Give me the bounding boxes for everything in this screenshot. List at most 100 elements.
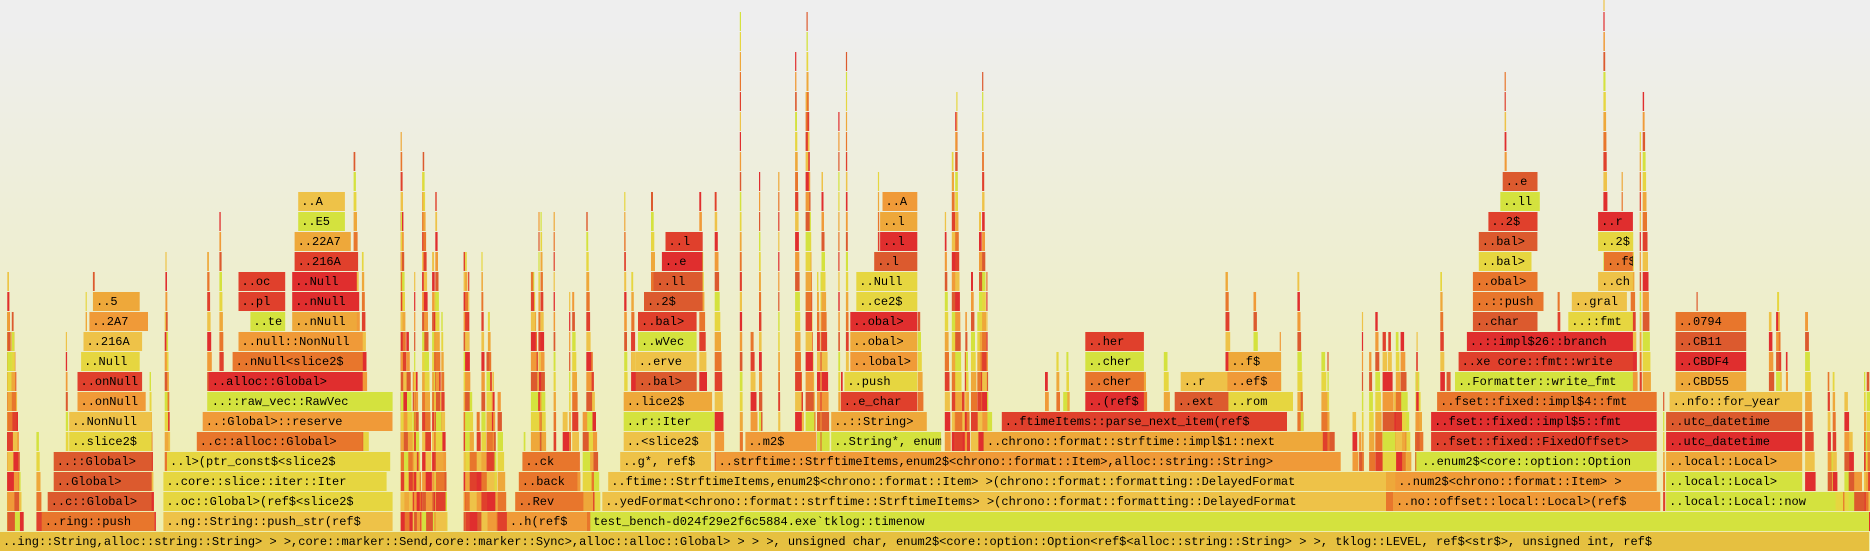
frame[interactable]: ..onNull [77,372,143,391]
frame-box[interactable] [1395,472,1657,491]
frame[interactable]: ..2$ [1598,232,1633,251]
frame[interactable]: ..utc_datetime [1666,432,1803,451]
frame[interactable]: ..::impl$26::branch [1466,332,1633,351]
frame[interactable]: ..Formatter::write_fmt [1455,372,1633,391]
frame-box[interactable] [1675,352,1747,371]
frame[interactable]: ..rom [1228,392,1293,411]
frame[interactable]: ..CB11 [1675,332,1747,351]
frame-box[interactable] [844,372,918,391]
frame-box[interactable] [1228,392,1293,411]
frame-box[interactable] [41,512,155,531]
frame[interactable]: ..ll [1500,192,1540,211]
frame[interactable]: ..wVec [638,332,697,351]
frame-box[interactable] [515,492,584,511]
frame[interactable]: ..Null [856,272,918,291]
frame[interactable]: ..num2$<chrono::format::Item> > [1395,472,1657,491]
frame-box[interactable] [292,272,357,291]
frame[interactable]: ..local::Local> [1666,472,1803,491]
frame[interactable]: ..xe core::fmt::write [1458,352,1633,371]
frame[interactable]: ..no::offset::local::Local>(ref$ [1393,492,1661,511]
frame-box[interactable] [874,252,918,271]
frame-box[interactable] [1431,412,1657,431]
frame[interactable]: ..E5 [298,212,345,231]
frame[interactable]: ..chrono::format::strftime::impl$1::next [983,432,1323,451]
frame-box[interactable] [880,232,918,251]
frame-box[interactable] [1419,452,1657,471]
frame-box[interactable] [831,432,942,451]
frame[interactable]: ..te [250,312,286,331]
frame-box[interactable] [1472,292,1544,311]
frame-box[interactable] [1598,272,1633,291]
frame-box[interactable] [202,412,393,431]
frame-box[interactable] [238,332,363,351]
frame-box[interactable] [623,432,711,451]
frame[interactable]: ..e [1502,172,1538,191]
frame-box[interactable] [0,532,1869,551]
frame-box[interactable] [167,452,391,471]
frame[interactable]: ..lobal> [850,352,918,371]
frame[interactable]: ..gral [1571,292,1627,311]
frame[interactable]: ..A [882,192,918,211]
frame-box[interactable] [238,272,286,291]
frame-box[interactable] [850,312,918,331]
frame[interactable]: ..ll [653,272,703,291]
frame[interactable]: ..r [1598,212,1633,231]
frame[interactable]: ..fset::fixed::impl$5::fmt [1431,412,1657,431]
frame[interactable]: ..(ref$ [1085,392,1144,411]
frame-box[interactable] [1085,392,1144,411]
frame[interactable]: ..g*, ref$ [620,452,711,471]
frame-box[interactable] [208,372,363,391]
frame-box[interactable] [1675,332,1747,351]
frame[interactable]: ..yedFormat<chrono::format::strftime::St… [602,492,1386,511]
frame-box[interactable] [1085,352,1144,371]
frame-box[interactable] [232,352,363,371]
frame[interactable]: ..nNull<slice2$ [232,352,363,371]
frame-box[interactable] [840,392,918,411]
frame[interactable]: ..<slice2$ [623,432,711,451]
frame[interactable]: ..CBDF4 [1675,352,1747,371]
frame-box[interactable] [1466,332,1633,351]
frame[interactable]: ..Null [292,272,357,291]
frame[interactable]: ..ef$ [1228,372,1282,391]
frame-box[interactable] [294,232,351,251]
frame[interactable]: ..l [880,212,918,231]
frame[interactable]: ..utc_datetime [1666,412,1803,431]
frame[interactable]: ..local::Local> [1666,452,1803,471]
frame-box[interactable] [47,492,152,511]
frame-box[interactable] [661,252,703,271]
frame[interactable]: ..2$ [644,292,703,311]
frame-box[interactable] [1458,352,1633,371]
frame[interactable]: ..nNull [292,292,357,311]
frame[interactable]: ..216A [294,252,357,271]
frame-box[interactable] [644,292,703,311]
frame-box[interactable] [608,472,1386,491]
frame[interactable]: ..m2$ [745,432,816,451]
frame-box[interactable] [163,512,393,531]
frame-box[interactable] [745,432,816,451]
frame[interactable]: ..f$ [1228,352,1282,371]
frame-box[interactable] [1666,412,1803,431]
frame[interactable]: ..ftimeItems::parse_next_item(ref$ [1001,412,1287,431]
frame-box[interactable] [623,412,715,431]
frame-box[interactable] [882,192,918,211]
frame[interactable]: ..nNull [292,312,357,331]
frame[interactable]: ..l [665,232,703,251]
frame-box[interactable] [69,432,152,451]
frame[interactable]: ..l [874,252,918,271]
frame[interactable]: ..A [298,192,345,211]
frame-box[interactable] [638,312,697,331]
frame-box[interactable] [77,372,143,391]
frame-box[interactable] [93,292,140,311]
frame[interactable]: ..char [1472,312,1538,331]
frame[interactable]: ..cher [1085,372,1144,391]
frame-box[interactable] [1675,312,1747,331]
frame-box[interactable] [196,432,363,451]
frame-box[interactable] [53,452,152,471]
frame-box[interactable] [518,472,578,491]
frame-box[interactable] [163,492,393,511]
frame-box[interactable] [522,452,580,471]
frame[interactable]: ..NonNull [69,412,152,431]
frame-box[interactable] [1431,432,1657,451]
frame-box[interactable] [602,492,1386,511]
frame[interactable]: ..::fmt [1568,312,1633,331]
